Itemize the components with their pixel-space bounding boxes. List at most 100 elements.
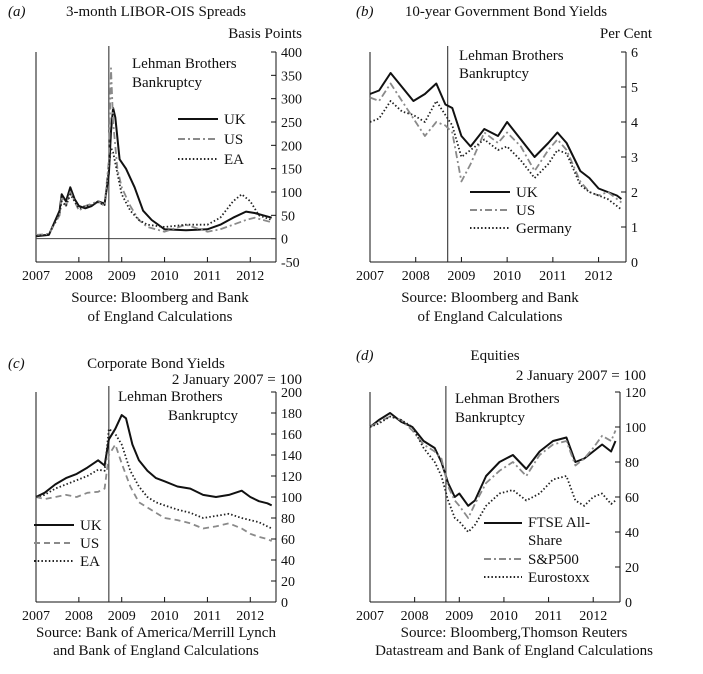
x-tick-label: 2011	[194, 269, 221, 284]
legend-label: UK	[80, 518, 102, 534]
y-tick-label: 180	[281, 407, 302, 422]
source-note: Datastream and Bank of England Calculati…	[375, 643, 653, 659]
legend-label: S&P500	[528, 552, 579, 568]
series-line-us	[35, 443, 273, 542]
y-tick-label: 60	[281, 533, 295, 548]
x-tick-label: 2008	[65, 609, 93, 624]
x-tick-label: 2007	[356, 609, 384, 624]
y-tick-label: -50	[281, 256, 300, 271]
source-note: and Bank of England Calculations	[53, 643, 259, 659]
x-tick-label: 2010	[490, 609, 518, 624]
x-tick-label: 2007	[22, 269, 50, 284]
y-axis-unit-label: Per Cent	[600, 26, 653, 42]
x-tick-label: 2010	[151, 609, 179, 624]
series-line-us	[35, 67, 272, 236]
y-tick-label: 200	[281, 139, 302, 154]
lehman-annotation: Bankruptcy	[455, 410, 525, 426]
x-tick-label: 2012	[579, 609, 607, 624]
x-tick-label: 2008	[401, 609, 429, 624]
panel-title: Corporate Bond Yields	[87, 356, 225, 372]
lehman-annotation: Bankruptcy	[168, 408, 238, 424]
y-tick-label: 5	[631, 81, 638, 96]
series-line-eurostoxx	[369, 415, 617, 533]
lehman-annotation: Bankruptcy	[132, 75, 202, 91]
y-tick-label: 40	[625, 526, 639, 541]
y-axis-unit-label: 2 January 2007 = 100	[516, 368, 646, 384]
y-axis-unit-label: Basis Points	[228, 26, 302, 42]
x-tick-label: 2008	[65, 269, 93, 284]
y-tick-label: 4	[631, 116, 638, 131]
panel-letter: (c)	[8, 356, 25, 372]
x-tick-label: 2009	[445, 609, 473, 624]
y-tick-label: 0	[281, 596, 288, 611]
y-tick-label: 1	[631, 221, 638, 236]
legend-label: EA	[80, 554, 100, 570]
y-tick-label: 400	[281, 46, 302, 61]
lehman-annotation: Lehman Brothers	[132, 56, 237, 72]
x-tick-label: 2008	[402, 269, 430, 284]
legend-label: Eurostoxx	[528, 570, 590, 586]
y-tick-label: 250	[281, 116, 302, 131]
panel-0: (a) 3-month LIBOR-OIS Spreads Basis Points…	[8, 4, 302, 325]
x-tick-label: 2010	[493, 269, 521, 284]
y-tick-label: 200	[281, 386, 302, 401]
source-note: Source: Bloomberg,Thomson Reuters	[401, 625, 628, 641]
series-line-ea	[35, 427, 273, 530]
y-tick-label: 0	[631, 256, 638, 271]
y-tick-label: 140	[281, 449, 302, 464]
legend-label: US	[224, 132, 243, 148]
series-line-us	[369, 82, 622, 204]
y-tick-label: 3	[631, 151, 638, 166]
panel-title: 10-year Government Bond Yields	[405, 4, 607, 20]
y-tick-label: 20	[281, 575, 295, 590]
x-tick-label: 2009	[108, 269, 136, 284]
y-tick-label: 50	[281, 209, 295, 224]
y-tick-label: 20	[625, 561, 639, 576]
legend-label: UK	[516, 185, 538, 201]
x-tick-label: 2011	[539, 269, 566, 284]
y-tick-label: 6	[631, 46, 638, 61]
y-tick-label: 120	[625, 386, 646, 401]
x-tick-label: 2011	[194, 609, 221, 624]
y-tick-label: 100	[625, 421, 646, 436]
panel-3: (d) Equities 2 January 2007 = 100 120 100 80 6…	[356, 348, 653, 659]
legend-label: Germany	[516, 221, 572, 237]
y-tick-label: 0	[281, 233, 288, 248]
y-tick-label: 150	[281, 163, 302, 178]
y-tick-label: 0	[625, 596, 632, 611]
panel-letter: (d)	[356, 348, 374, 364]
series-line-uk	[35, 107, 272, 238]
x-tick-label: 2007	[22, 609, 50, 624]
panel-1: (b) 10-year Government Bond Yields Per Cen…	[356, 4, 653, 325]
y-axis-unit-label: 2 January 2007 = 100	[172, 372, 302, 388]
legend-label: EA	[224, 152, 244, 168]
x-tick-label: 2010	[151, 269, 179, 284]
legend-label: US	[80, 536, 99, 552]
legend-label: US	[516, 203, 535, 219]
x-tick-label: 2012	[585, 269, 613, 284]
panel-letter: (b)	[356, 4, 374, 20]
y-tick-label: 160	[281, 428, 302, 443]
lehman-annotation: Lehman Brothers	[455, 391, 560, 407]
panel-letter: (a)	[8, 4, 26, 20]
x-tick-label: 2011	[535, 609, 562, 624]
source-note: Source: Bloomberg and Bank	[401, 290, 579, 306]
y-tick-label: 80	[281, 512, 295, 527]
legend-label-part: Share	[528, 533, 562, 549]
legend-label: UK	[224, 112, 246, 128]
y-tick-label: 350	[281, 69, 302, 84]
x-tick-label: 2009	[447, 269, 475, 284]
x-tick-label: 2012	[236, 269, 264, 284]
x-tick-label: 2009	[108, 609, 136, 624]
panel-title: Equities	[470, 348, 519, 364]
y-tick-label: 60	[625, 491, 639, 506]
legend-label-part: FTSE All-	[528, 515, 590, 531]
series-line-uk	[35, 414, 273, 507]
lehman-annotation: Lehman Brothers	[459, 48, 564, 64]
x-tick-label: 2012	[236, 609, 264, 624]
lehman-annotation: Lehman Brothers	[118, 389, 223, 405]
y-tick-label: 100	[281, 491, 302, 506]
y-tick-label: 300	[281, 93, 302, 108]
x-tick-label: 2007	[356, 269, 384, 284]
